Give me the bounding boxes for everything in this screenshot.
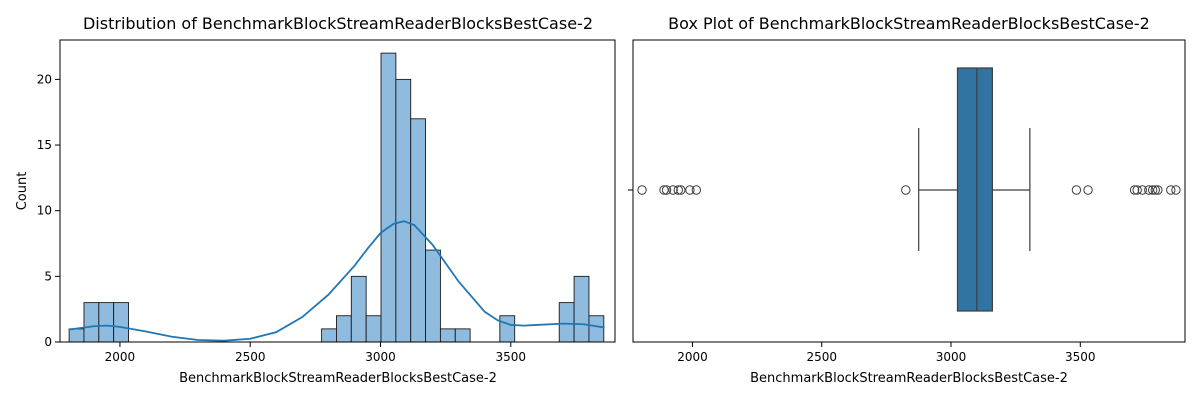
histogram-bar <box>425 249 441 343</box>
histogram-x-tick-label: 3500 <box>496 350 527 364</box>
histogram-bar <box>98 302 115 343</box>
boxplot-outlier <box>1132 185 1142 195</box>
histogram-bars <box>68 52 605 343</box>
boxplot-panel: Box Plot of BenchmarkBlockStreamReaderBl… <box>628 14 1186 386</box>
histogram-bar <box>499 315 516 343</box>
histogram-bar <box>113 302 129 343</box>
histogram-y-tick-label: 20 <box>37 72 52 86</box>
boxplot-outlier <box>901 185 911 195</box>
boxplot-outlier <box>685 185 695 195</box>
boxplot-outlier <box>661 185 672 195</box>
boxplot-outlier <box>1129 185 1140 195</box>
boxplot-box <box>956 67 993 312</box>
histogram-title: Distribution of BenchmarkBlockStreamRead… <box>83 14 593 33</box>
boxplot-outlier <box>676 185 686 195</box>
histogram-bar <box>321 328 337 343</box>
boxplot-outlier <box>691 185 702 195</box>
histogram-bar <box>454 328 471 343</box>
boxplot-x-ticks: 2000 2500 3000 3500 <box>677 342 1096 364</box>
boxplot-body <box>637 67 1181 312</box>
boxplot-outlier <box>637 185 647 195</box>
histogram-y-tick-label: 5 <box>44 269 52 283</box>
histogram-plot-area <box>59 39 616 343</box>
histogram-bar <box>558 302 575 343</box>
boxplot-x-tick-label: 3500 <box>1065 350 1096 364</box>
histogram-x-label: BenchmarkBlockStreamReaderBlocksBestCase… <box>179 371 497 386</box>
histogram-y-label: Count <box>15 172 30 211</box>
boxplot-x-label: BenchmarkBlockStreamReaderBlocksBestCase… <box>750 371 1068 386</box>
histogram-bar <box>83 302 100 343</box>
histogram-x-tick-label: 3000 <box>365 350 396 364</box>
histogram-bar <box>336 315 352 343</box>
boxplot-outlier <box>1147 185 1158 195</box>
histogram-bar <box>365 315 382 343</box>
boxplot-outlier <box>1144 185 1154 195</box>
histogram-panel: Distribution of BenchmarkBlockStreamRead… <box>15 14 616 386</box>
histogram-bar <box>395 78 412 343</box>
histogram-bar <box>350 275 367 343</box>
boxplot-outlier <box>659 185 669 195</box>
histogram-bar <box>68 328 85 343</box>
histogram-y-tick-label: 0 <box>44 335 52 349</box>
boxplot-title: Box Plot of BenchmarkBlockStreamReaderBl… <box>668 14 1150 33</box>
histogram-kde-line <box>69 220 605 342</box>
histogram-bar <box>439 328 456 343</box>
boxplot-x-tick-label: 2500 <box>806 350 837 364</box>
boxplot-outlier <box>1153 185 1163 195</box>
boxplot-outlier <box>668 185 678 195</box>
histogram-x-tick-label: 2000 <box>105 350 136 364</box>
histogram-y-tick-label: 15 <box>37 138 52 152</box>
histogram-bar <box>588 315 605 343</box>
boxplot-outlier <box>1083 185 1093 195</box>
boxplot-outlier <box>1166 185 1176 195</box>
histogram-bar <box>573 275 590 343</box>
boxplot-x-tick-label: 3000 <box>936 350 967 364</box>
boxplot-x-tick-label: 2000 <box>677 350 708 364</box>
histogram-y-tick-label: 10 <box>37 204 52 218</box>
boxplot-plot-area <box>632 39 1186 343</box>
boxplot-outlier <box>1137 185 1148 195</box>
histogram-x-tick-label: 2500 <box>235 350 266 364</box>
histogram-bar <box>380 52 397 343</box>
boxplot-outlier <box>1150 185 1160 195</box>
boxplot-outlier <box>1171 185 1181 195</box>
boxplot-outlier <box>673 185 683 195</box>
boxplot-outlier <box>1071 185 1082 195</box>
histogram-y-ticks: 0 5 10 15 20 <box>37 72 60 349</box>
histogram-x-ticks: 2000 2500 3000 3500 <box>105 342 526 364</box>
